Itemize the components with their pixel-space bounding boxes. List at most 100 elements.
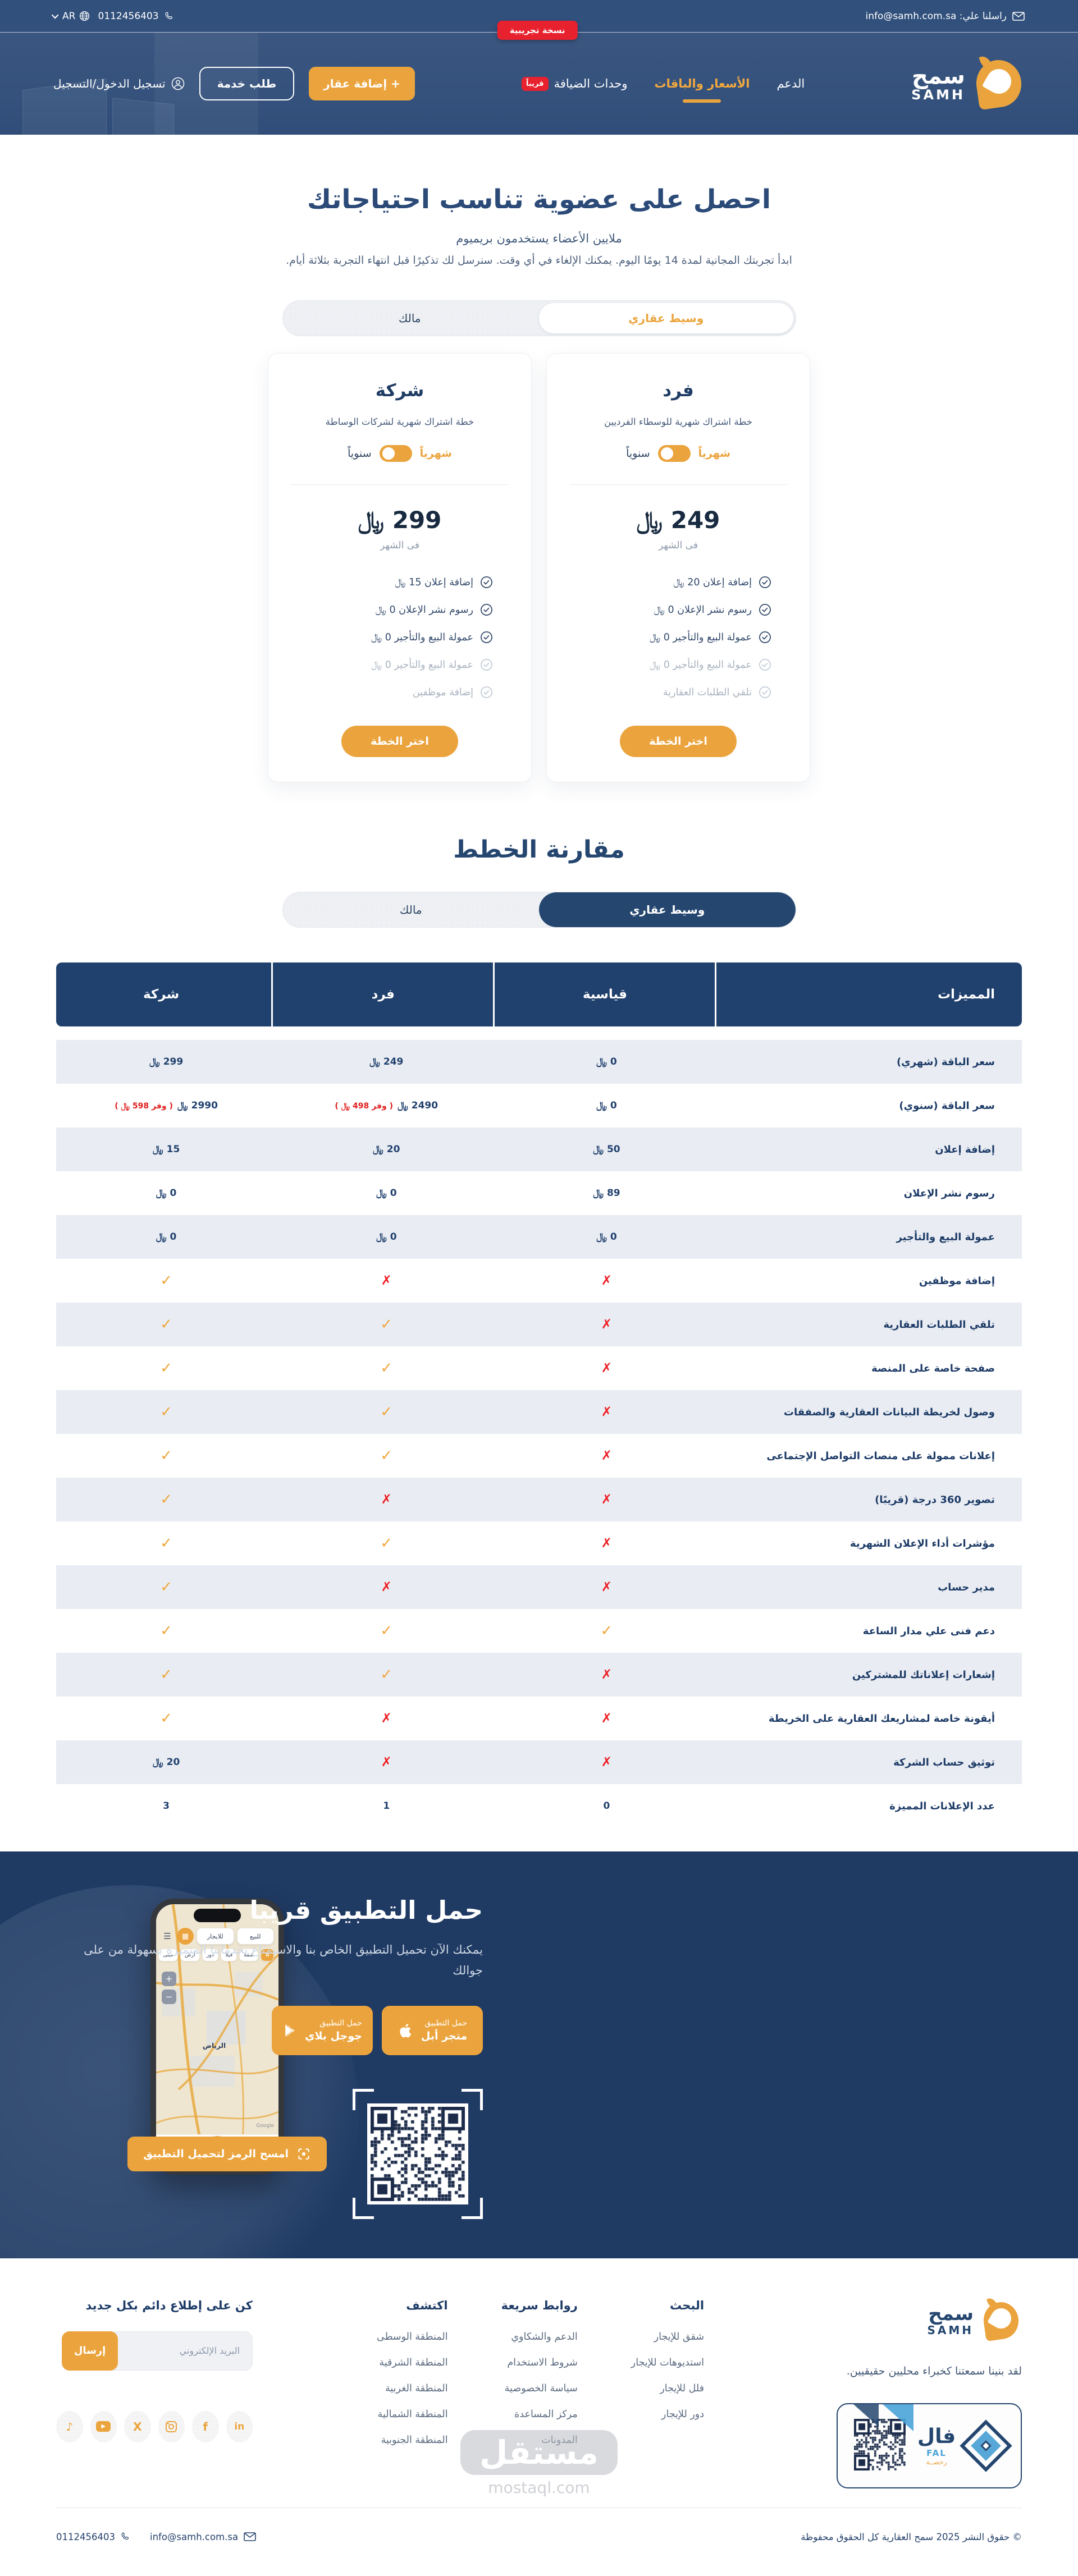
footer-link[interactable]: دور للإيجار	[661, 2408, 705, 2420]
phone-chip-3[interactable]: أرض	[180, 1949, 200, 1961]
footer-logo[interactable]: سمح SAMH	[828, 2296, 1022, 2343]
plan-price: 299 ﷼	[358, 506, 442, 534]
footer-link[interactable]: مركز المساعدة	[514, 2408, 578, 2420]
value-cell: 299 ﷼	[56, 1056, 276, 1067]
qr-code	[367, 2103, 468, 2204]
nav-link-2[interactable]: وحدات الضيافة قريباً	[521, 76, 627, 91]
bottom-email[interactable]: info@samh.com.sa	[150, 2532, 256, 2542]
login-label: تسجيل الدخول/التسجيل	[53, 77, 166, 90]
scan-button-label: امسح الرمز لتحميل التطبيق	[143, 2147, 289, 2160]
billing-switch[interactable]	[657, 445, 691, 462]
qr-code-frame	[353, 2088, 483, 2219]
comparison-toggle-broker[interactable]: وسيط عقاري	[539, 892, 796, 927]
store-line2: جوجل بلاي	[305, 2029, 362, 2042]
footer-link[interactable]: المنطقة الجنوبية	[381, 2434, 448, 2446]
footer-link[interactable]: الدعم والشكاوي	[511, 2331, 578, 2343]
topbar-left-group: 0112456403 AR	[51, 11, 175, 22]
store-button-google-play[interactable]: حمل التطبيق جوجل بلاي	[272, 2005, 373, 2055]
newsletter-box: إرسال	[62, 2331, 253, 2371]
youtube-icon[interactable]: ▶	[90, 2410, 117, 2442]
fal-license-label: رخصــة	[926, 2458, 947, 2467]
value-cell: 0 ﷼	[56, 1231, 276, 1243]
choose-plan-button[interactable]: اختر الخطة	[341, 726, 458, 757]
brand-logo[interactable]: سمح SAMH	[911, 54, 1025, 111]
table-row: تصوير 360 درجة (قريبًا) ✗ ✗ ✓	[56, 1478, 1022, 1521]
footer-link[interactable]: استديوهات للإيجار	[631, 2357, 705, 2368]
check-circle-icon	[759, 658, 771, 671]
cross-icon: ✗	[601, 1317, 613, 1332]
phone-chip-1[interactable]: فيلا	[221, 1949, 237, 1961]
value-cell: ✓	[276, 1622, 496, 1639]
billing-switch[interactable]	[379, 445, 412, 462]
value-cell: ✗	[496, 1580, 716, 1594]
phone-pill-0[interactable]: للبيع	[236, 1928, 274, 1945]
bottom-phone[interactable]: 0112456403	[56, 2532, 131, 2542]
newsletter-submit-button[interactable]: إرسال	[62, 2331, 118, 2371]
cross-icon: ✗	[601, 1711, 613, 1726]
nav-link-0[interactable]: الدعم	[776, 77, 805, 90]
phone-chip-4[interactable]: مبنى	[158, 1949, 178, 1961]
value-cell: 249 ﷼	[276, 1056, 496, 1067]
cross-icon: ✗	[601, 1536, 613, 1551]
facebook-icon[interactable]: f	[192, 2410, 219, 2442]
login-register-link[interactable]: تسجيل الدخول/التسجيل	[53, 77, 185, 90]
zoom-out-button[interactable]: −	[162, 1990, 176, 2004]
cell-value: 0 ﷼	[156, 1188, 177, 1199]
request-service-button[interactable]: طلب خدمة	[199, 67, 295, 100]
value-cell: ✓	[56, 1710, 276, 1727]
cross-icon: ✗	[381, 1711, 392, 1726]
audience-toggle-owner[interactable]: مالك	[398, 311, 421, 325]
phone-list-icon[interactable]: ☰	[163, 1931, 171, 1941]
plan-feature-item: رسوم نشر الإعلان 0 ﷼	[291, 603, 493, 616]
phone-filter-button[interactable]: ⇅	[261, 1949, 274, 1961]
app-description: يمكنك الآن تحميل التطبيق الخاص بنا والاس…	[84, 1943, 483, 1977]
store-button-apple[interactable]: حمل التطبيق متجر أبل	[382, 2005, 483, 2055]
feature-cell: إشعارات إعلاناتك للمشتركين	[852, 1669, 995, 1681]
scan-qr-button[interactable]: امسح الرمز لتحميل التطبيق	[127, 2136, 327, 2171]
cross-icon: ✗	[601, 1405, 613, 1419]
footer-link[interactable]: سياسة الخصوصية	[504, 2382, 578, 2394]
instagram-icon[interactable]	[158, 2410, 185, 2442]
x-icon[interactable]: X	[124, 2410, 151, 2442]
phone-pill-1[interactable]: للايجار	[197, 1928, 234, 1945]
phone-chip-0[interactable]: شقة	[239, 1949, 259, 1961]
brand-name-arabic: سمح	[912, 63, 965, 90]
phone-map-button[interactable]: ▦	[177, 1928, 194, 1945]
language-selector[interactable]: AR	[51, 11, 90, 22]
footer-link[interactable]: فلل للإيجار	[660, 2382, 705, 2394]
table-row: تلقي الطلبات العقارية ✗ ✓ ✓	[56, 1303, 1022, 1346]
tiktok-icon[interactable]: ♪	[56, 2410, 83, 2442]
footer-link[interactable]: المدونات	[541, 2434, 578, 2446]
value-cell: ✓	[276, 1666, 496, 1683]
contact-label: راسلنا علي: info@samh.com.sa	[865, 10, 1007, 22]
footer-link[interactable]: المنطقة الشرقية	[379, 2357, 448, 2368]
topbar-contact[interactable]: راسلنا علي: info@samh.com.sa	[866, 11, 1025, 22]
footer-link[interactable]: المنطقة الوسطى	[376, 2331, 448, 2343]
check-icon: ✓	[380, 1404, 393, 1420]
topbar-phone[interactable]: 0112456403	[98, 11, 174, 22]
nav-link-1[interactable]: الأسعار والباقات	[654, 77, 750, 90]
linkedin-icon[interactable]: in	[226, 2410, 253, 2442]
value-cell: 15 ﷼	[56, 1144, 276, 1155]
bottom-bar: © حقوق النشر 2025 سمح العقارية كل الحقوق…	[56, 2507, 1022, 2576]
footer-link[interactable]: شقق للإيجار	[654, 2331, 705, 2343]
add-property-button[interactable]: + إضافة عقار	[309, 67, 415, 100]
footer-link[interactable]: المنطقة الغربية	[385, 2382, 448, 2394]
footer-link[interactable]: المنطقة الشمالية	[377, 2408, 448, 2420]
audience-toggle-broker[interactable]: وسيط عقاري	[539, 303, 793, 333]
value-cell: ✓	[276, 1360, 496, 1377]
choose-plan-button[interactable]: اختر الخطة	[620, 726, 737, 757]
footer-column-title: روابط سريعة	[501, 2298, 578, 2312]
footer-list-item: الدعم والشكاوي	[501, 2331, 578, 2343]
social-links: in f X ▶ ♪	[56, 2410, 253, 2442]
cross-icon: ✗	[381, 1755, 392, 1770]
table-row: رسوم نشر الإعلان 89 ﷼ 0 ﷼ 0 ﷼	[56, 1171, 1022, 1215]
cell-value: 249 ﷼	[369, 1056, 404, 1067]
zoom-in-button[interactable]: +	[162, 1972, 176, 1986]
value-cell: 1	[276, 1800, 496, 1812]
comparison-toggle-owner[interactable]: مالك	[399, 903, 422, 916]
phone-chip-2[interactable]: دور	[202, 1949, 219, 1961]
check-icon: ✓	[160, 1360, 172, 1377]
footer-link[interactable]: شروط الاستخدام	[507, 2357, 578, 2368]
